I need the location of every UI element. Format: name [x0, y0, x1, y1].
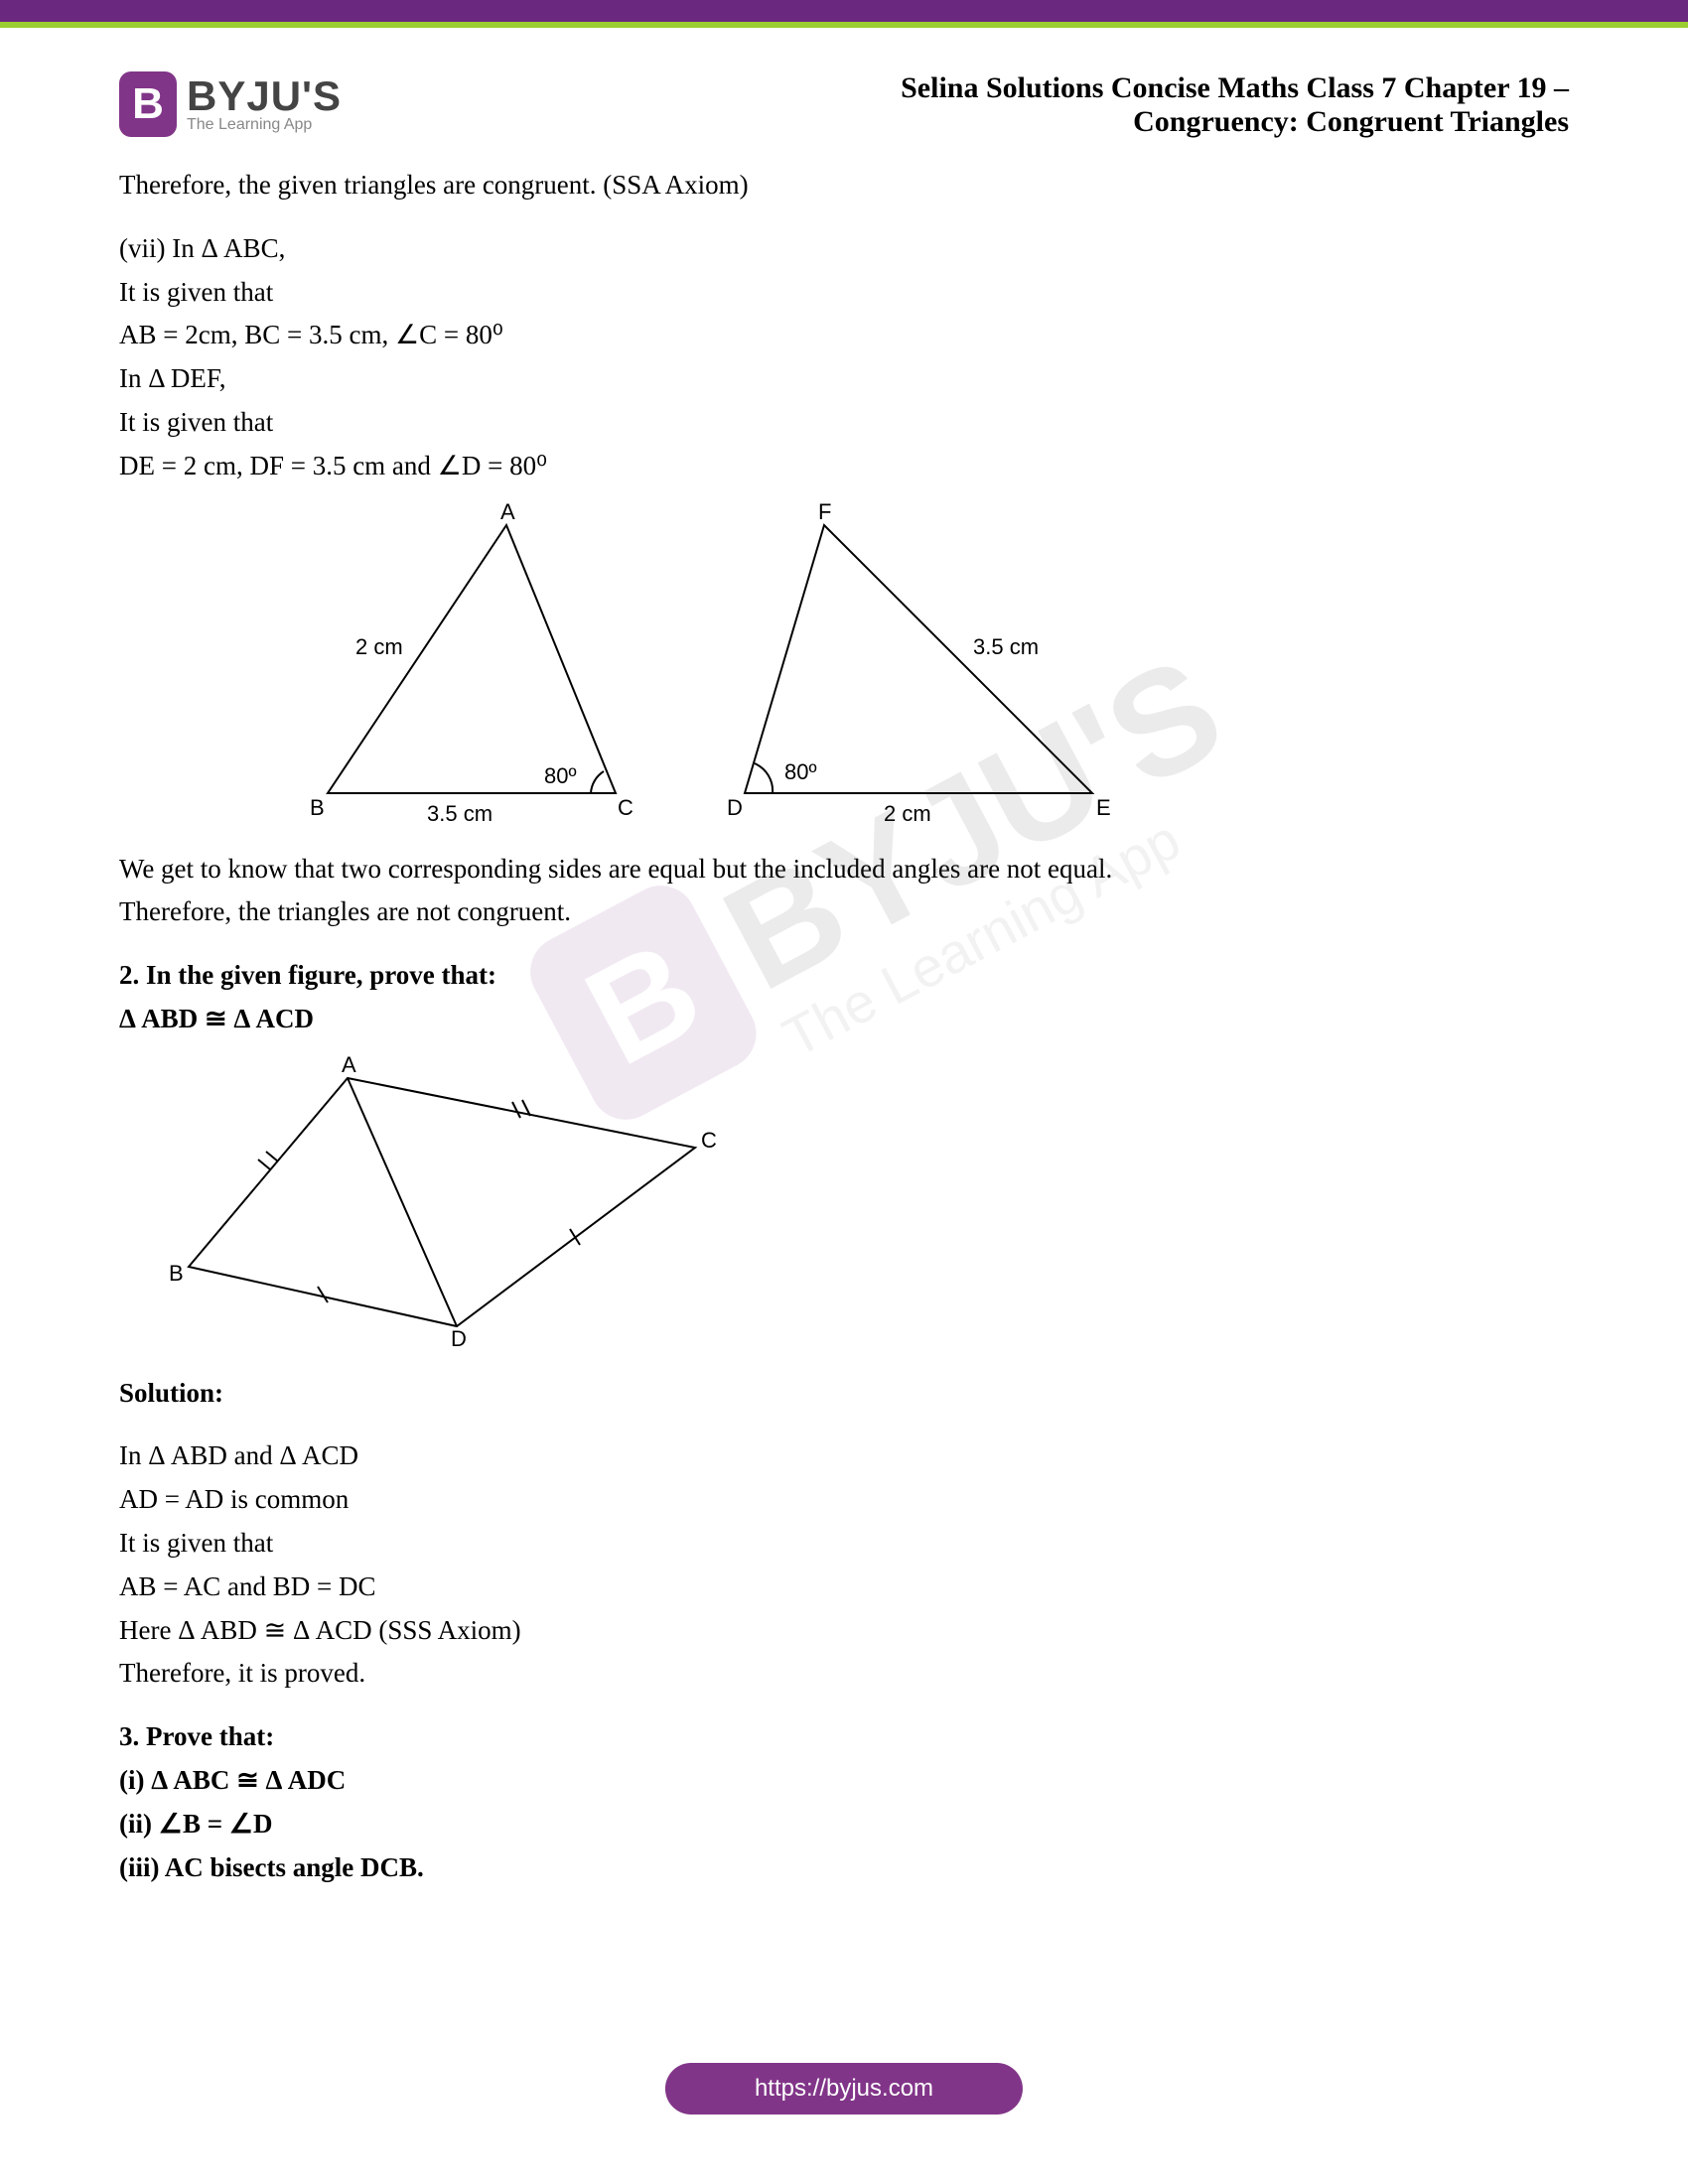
angle-arc-c — [591, 771, 604, 793]
paragraph: AB = 2cm, BC = 3.5 cm, ∠C = 80⁰ — [119, 317, 1569, 354]
label-ab: 2 cm — [355, 634, 403, 659]
top-bar — [0, 0, 1688, 22]
question-2-line1: 2. In the given figure, prove that: — [119, 957, 1569, 995]
vertex-b: B — [310, 795, 325, 820]
question-3-line3: (ii) ∠B = ∠D — [119, 1806, 1569, 1843]
vertex-a: A — [342, 1052, 356, 1077]
question-3-line1: 3. Prove that: — [119, 1718, 1569, 1756]
diagonal-ad — [348, 1078, 457, 1326]
logo-text: BYJU'S The Learning App — [187, 75, 342, 133]
tick — [512, 1102, 520, 1118]
vertex-b: B — [169, 1261, 184, 1286]
triangle-abc-shape — [328, 525, 616, 793]
label-angle-c: 80º — [544, 763, 577, 788]
paragraph: It is given that — [119, 404, 1569, 442]
label-bc: 3.5 cm — [427, 801, 492, 826]
angle-arc-d — [755, 763, 773, 793]
title-line-2: Congruency: Congruent Triangles — [901, 105, 1569, 139]
logo-sub: The Learning App — [187, 117, 342, 133]
paragraph: AD = AD is common — [119, 1481, 1569, 1519]
vertex-d: D — [451, 1326, 467, 1346]
paragraph: It is given that — [119, 274, 1569, 312]
triangle-def-shape — [745, 525, 1092, 793]
vertex-f: F — [818, 499, 831, 524]
content-body: Therefore, the given triangles are congr… — [119, 167, 1569, 1886]
logo-main: BYJU'S — [187, 75, 342, 117]
tick — [266, 1152, 278, 1161]
title-line-1: Selina Solutions Concise Maths Class 7 C… — [901, 71, 1569, 105]
logo-mark: B — [119, 71, 177, 137]
paragraph: DE = 2 cm, DF = 3.5 cm and ∠D = 80⁰ — [119, 448, 1569, 485]
paragraph: We get to know that two corresponding si… — [119, 851, 1569, 888]
quadrilateral-diagram: A B C D — [159, 1048, 1569, 1357]
question-3-line2: (i) Δ ABC ≅ Δ ADC — [119, 1762, 1569, 1800]
paragraph: (vii) In Δ ABC, — [119, 230, 1569, 268]
tick — [258, 1160, 270, 1169]
vertex-d: D — [727, 795, 743, 820]
paragraph: AB = AC and BD = DC — [119, 1569, 1569, 1606]
paragraph: Therefore, the given triangles are congr… — [119, 167, 1569, 205]
paragraph: It is given that — [119, 1525, 1569, 1563]
header-row: B BYJU'S The Learning App Selina Solutio… — [119, 71, 1569, 139]
triangle-def: F D E 3.5 cm 2 cm 80º — [715, 495, 1132, 833]
question-2-line2: Δ ABD ≅ Δ ACD — [119, 1001, 1569, 1038]
page-content: B BYJU'S The Learning App Selina Solutio… — [0, 22, 1688, 1886]
tick — [318, 1287, 328, 1302]
question-3-line4: (iii) AC bisects angle DCB. — [119, 1849, 1569, 1887]
vertex-c: C — [618, 795, 633, 820]
vertex-c: C — [701, 1128, 717, 1153]
vertex-e: E — [1096, 795, 1111, 820]
footer-link[interactable]: https://byjus.com — [665, 2063, 1023, 2115]
triangles-diagram: A B C 2 cm 3.5 cm 80º F D E 3.5 cm 2 cm … — [298, 495, 1569, 833]
label-df: 3.5 cm — [973, 634, 1039, 659]
page-title: Selina Solutions Concise Maths Class 7 C… — [901, 71, 1569, 139]
tick — [570, 1229, 580, 1245]
label-de: 2 cm — [884, 801, 931, 826]
label-angle-d: 80º — [784, 759, 817, 784]
paragraph: Here Δ ABD ≅ Δ ACD (SSS Axiom) — [119, 1612, 1569, 1650]
paragraph: In Δ ABD and Δ ACD — [119, 1437, 1569, 1475]
solution-label: Solution: — [119, 1375, 1569, 1413]
quad-abdc: A B C D — [159, 1048, 735, 1346]
logo: B BYJU'S The Learning App — [119, 71, 342, 137]
paragraph: In Δ DEF, — [119, 360, 1569, 398]
paragraph: Therefore, the triangles are not congrue… — [119, 893, 1569, 931]
vertex-a: A — [500, 499, 515, 524]
quad-shape — [189, 1078, 695, 1326]
paragraph: Therefore, it is proved. — [119, 1655, 1569, 1693]
triangle-abc: A B C 2 cm 3.5 cm 80º — [298, 495, 675, 833]
